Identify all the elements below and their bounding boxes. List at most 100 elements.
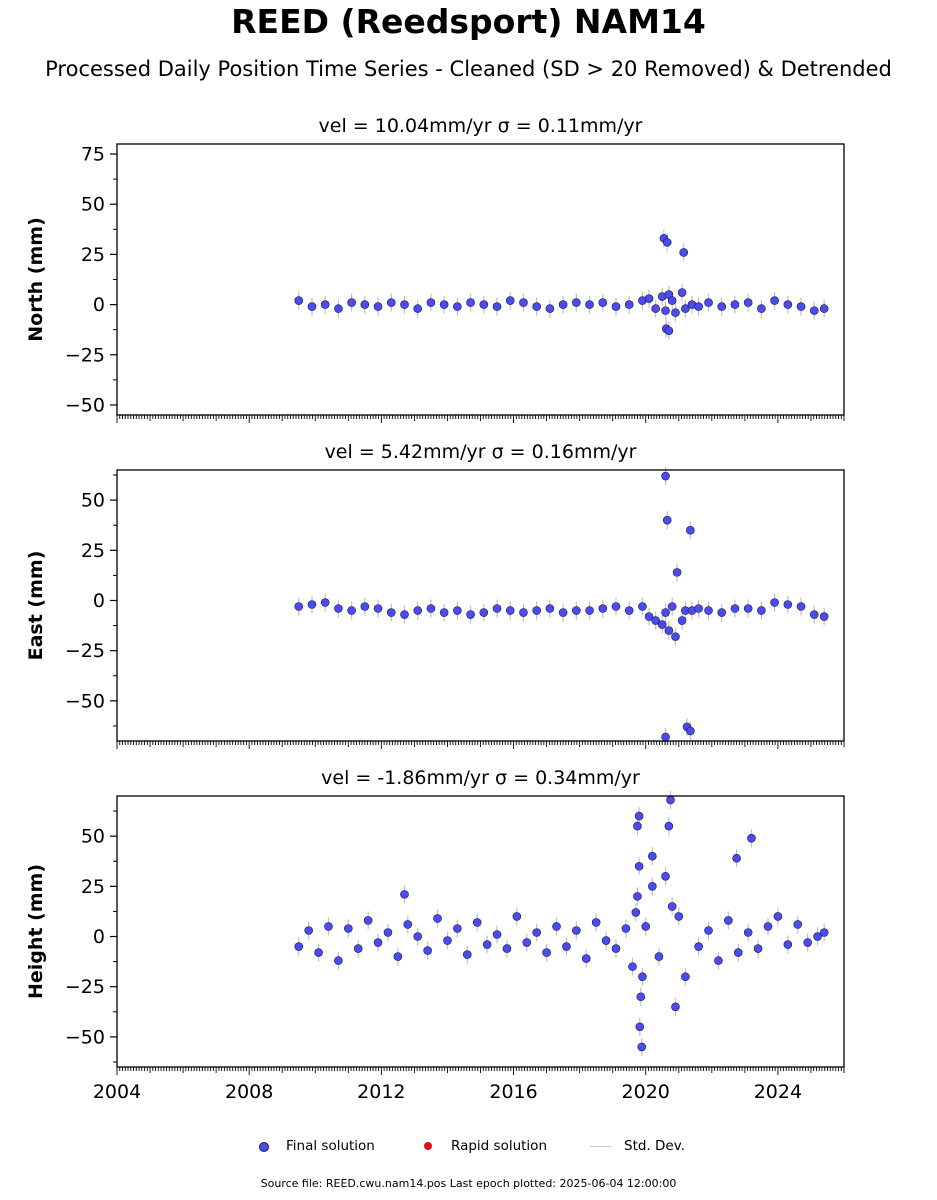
data-point [666, 795, 675, 805]
x-tick-label: 2024 [754, 1081, 802, 1103]
chart-subtitle: Processed Daily Position Time Series - C… [45, 57, 892, 81]
data-point [628, 962, 637, 971]
legend-final-marker [259, 1142, 269, 1152]
data-point [724, 916, 733, 925]
data-point [819, 928, 829, 937]
data-point [704, 926, 713, 935]
plot-frame-2 [116, 795, 845, 1068]
legend-rapid-marker [424, 1142, 432, 1150]
data-point [552, 922, 561, 931]
y-tick-label: 50 [81, 490, 105, 512]
data-point [363, 916, 373, 925]
data-point [466, 298, 475, 307]
y-tick-label: −50 [65, 1026, 105, 1048]
data-point [545, 304, 555, 313]
data-point [638, 972, 647, 981]
data-point [307, 302, 317, 311]
data-point [334, 304, 343, 313]
data-point [611, 302, 621, 311]
x-tick-label: 2004 [93, 1081, 141, 1103]
data-point [717, 608, 727, 617]
data-point [733, 948, 743, 957]
data-point [505, 606, 515, 615]
legend-rapid-label: Rapid solution [451, 1138, 547, 1154]
data-point [502, 944, 512, 953]
data-point [373, 938, 383, 947]
data-point [572, 606, 581, 615]
data-point [386, 608, 396, 617]
legend-std-line [590, 1146, 612, 1147]
y-tick-label: −50 [65, 690, 105, 712]
y-tick-label: 0 [93, 926, 105, 948]
data-point [334, 956, 343, 965]
data-point [400, 300, 409, 309]
data-point [796, 302, 806, 311]
data-point [763, 922, 773, 931]
data-point [757, 606, 766, 615]
data-point [320, 300, 330, 309]
data-point [344, 924, 353, 933]
data-point [743, 604, 753, 613]
y-tick-label: −25 [65, 344, 105, 366]
data-point [479, 300, 489, 309]
data-point [631, 908, 641, 917]
x-tick-label: 2020 [622, 1081, 670, 1103]
data-point [651, 304, 660, 313]
data-point [664, 626, 674, 635]
panel-title-1: vel = 5.42mm/yr σ = 0.16mm/yr [325, 441, 637, 463]
data-point [783, 300, 793, 309]
data-point [730, 300, 740, 309]
data-point [633, 821, 642, 831]
data-point [334, 604, 343, 613]
data-point [694, 604, 703, 613]
data-point [542, 948, 551, 957]
data-point [634, 811, 644, 821]
data-point [519, 298, 528, 307]
data-point [635, 1022, 645, 1032]
data-point [644, 294, 654, 303]
y-tick-label: 0 [93, 590, 105, 612]
data-point [664, 326, 674, 335]
data-point [413, 304, 423, 313]
data-point [624, 300, 634, 309]
data-point [770, 296, 779, 305]
data-point [638, 602, 647, 611]
data-point [307, 600, 317, 609]
data-point [519, 608, 528, 617]
data-point [453, 924, 462, 933]
data-point [753, 944, 763, 953]
data-point [400, 890, 409, 899]
data-point [383, 928, 393, 937]
data-point [353, 944, 363, 953]
data-point [393, 952, 403, 961]
data-point [644, 612, 654, 621]
data-point [637, 1042, 647, 1052]
source-footer: Source file: REED.cwu.nam14.pos Last epo… [260, 1177, 677, 1190]
data-point [648, 882, 657, 891]
chart-title: REED (Reedsport) NAM14 [231, 2, 706, 41]
data-point [671, 632, 680, 641]
data-point [783, 940, 793, 949]
data-point [803, 938, 812, 947]
data-point [585, 300, 594, 309]
data-point [585, 606, 594, 615]
data-point [453, 606, 462, 615]
y-tick-label: 25 [81, 540, 105, 562]
panel-title-2: vel = -1.86mm/yr σ = 0.34mm/yr [321, 767, 640, 789]
data-point [672, 568, 682, 577]
y-tick-label: 50 [81, 826, 105, 848]
data-point [572, 926, 581, 935]
data-point [704, 298, 713, 307]
data-point [532, 606, 541, 615]
plot-frame-0 [116, 143, 845, 416]
data-point [373, 302, 383, 311]
y-axis-label-1: East (mm) [25, 551, 47, 661]
data-point [714, 956, 723, 965]
data-point [661, 306, 670, 315]
data-point [512, 912, 522, 921]
data-point [654, 952, 664, 961]
y-tick-label: −25 [65, 640, 105, 662]
data-point [773, 912, 783, 921]
data-point [413, 606, 423, 615]
data-point [601, 936, 611, 945]
